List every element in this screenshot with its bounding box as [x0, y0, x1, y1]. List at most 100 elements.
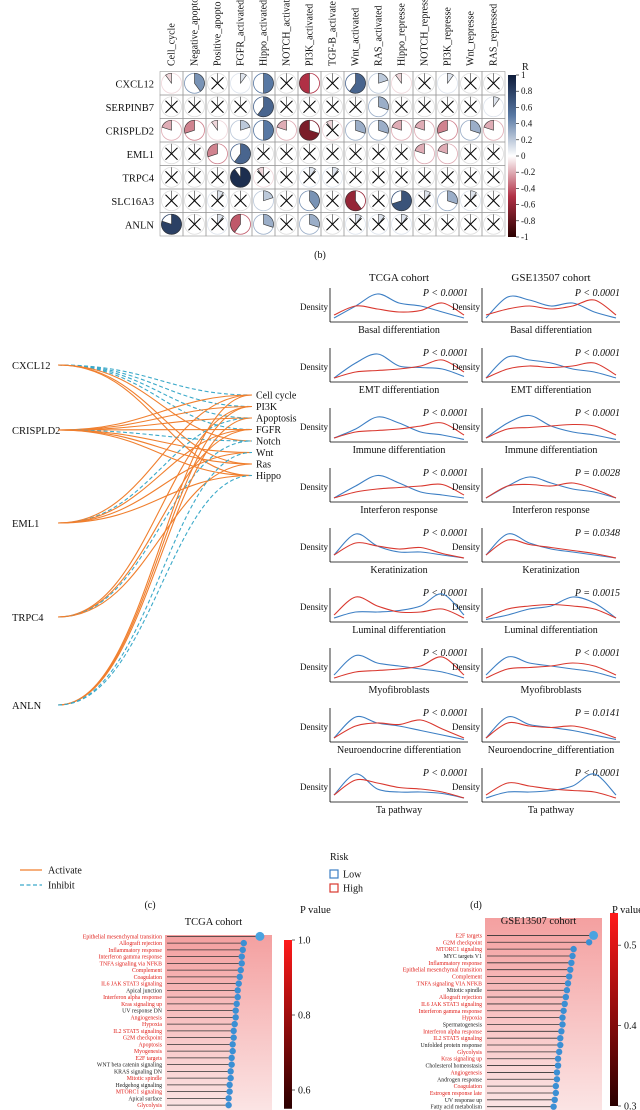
gene-label: CRISPLD2 [12, 426, 60, 437]
colorbar-tick-label: 0.8 [298, 1011, 311, 1022]
lollipop-dot [232, 1007, 239, 1014]
pie-sector [414, 119, 425, 131]
cross-mark [395, 100, 408, 114]
plot-label: Myofibroblasts [520, 685, 581, 696]
cross-mark [349, 217, 362, 231]
term-label: WNT beta catenin signaling [97, 1063, 162, 1069]
p-value: P = 0.0141 [574, 708, 620, 719]
cross-mark [395, 170, 408, 184]
edge [57, 394, 253, 706]
pie-sector [395, 72, 402, 85]
edge [57, 474, 253, 706]
row-label: CXCL12 [115, 79, 154, 90]
term-label: Allograft rejection [119, 940, 162, 947]
pie-sector [483, 119, 494, 131]
column-label: Hippo_represse [397, 3, 408, 66]
density-curve [333, 533, 465, 559]
cross-mark [188, 100, 201, 114]
y-axis-label: Density [300, 422, 328, 432]
cross-mark [487, 194, 500, 208]
pie-sector [211, 119, 218, 132]
term-label: Allograft rejection [439, 994, 482, 1001]
lollipop-dot [234, 993, 241, 1001]
pie-sector [194, 72, 205, 92]
cross-mark [303, 170, 316, 184]
pie-sector [299, 119, 320, 141]
cross-mark [280, 147, 293, 161]
pie-sector [447, 72, 454, 85]
pathway-label: Ras [256, 460, 271, 471]
cross-mark [280, 194, 293, 208]
panel-label: (c) [144, 900, 155, 911]
density-curve [485, 721, 617, 739]
lollipop-dot [553, 1069, 561, 1076]
y-axis-label: Density [300, 302, 328, 312]
pathway-label: PI3K [256, 402, 278, 413]
term-label: Mitotic spindle [127, 1076, 163, 1082]
density-curve [485, 423, 617, 439]
lollipop-dot [226, 1081, 233, 1089]
cross-mark [349, 100, 362, 114]
lollipop-dot [562, 993, 570, 1001]
pie-sector [263, 72, 274, 94]
colorbar-tick-label: 0.2 [521, 135, 532, 145]
p-value: P < 0.0001 [422, 348, 468, 359]
lollipop-dot [554, 1062, 562, 1069]
density-curve [333, 656, 465, 679]
plot-label: Neuroendocrine_differentiation [488, 745, 614, 756]
cross-mark [326, 217, 339, 231]
column-label: TGF-B_activate [328, 0, 339, 66]
density-curve [333, 483, 465, 499]
cross-mark [349, 170, 362, 184]
colorbar [284, 940, 292, 1109]
lollipop-dot [550, 1103, 557, 1110]
pie-sector [257, 166, 264, 179]
legend-label: High [343, 884, 363, 895]
p-value: P < 0.0001 [422, 408, 468, 419]
edge [57, 394, 253, 524]
lollipop-dot [237, 966, 244, 974]
pie-sector [240, 119, 251, 131]
edge [57, 451, 253, 706]
pie-sector [234, 143, 251, 164]
pie-sector [165, 72, 172, 85]
cohort-title: GSE13507 cohort [511, 272, 590, 284]
density-curve [333, 422, 465, 439]
lollipop-dot [230, 1027, 237, 1035]
plot-label: Basal differentiation [510, 325, 592, 336]
density-curve [485, 782, 617, 799]
pie-sector [276, 119, 287, 131]
cross-mark [372, 194, 385, 208]
cross-mark [487, 170, 500, 184]
cross-mark [188, 217, 201, 231]
panel-label: (d) [470, 900, 482, 911]
term-label: Kras signaling up [441, 1057, 482, 1063]
density-curve [485, 603, 617, 619]
pie-sector [437, 143, 448, 155]
cross-mark [280, 170, 293, 184]
cross-mark [395, 217, 408, 231]
pie-sector [309, 166, 316, 179]
lollipop-dot [238, 953, 245, 960]
lollipop-dot [228, 1054, 235, 1062]
lollipop-dot [225, 1101, 232, 1109]
term-label: MYC targets V1 [444, 954, 483, 960]
y-axis-label: Density [300, 722, 328, 732]
cross-mark [418, 194, 431, 208]
term-label: Interferon gamma response [99, 954, 163, 961]
term-label: Myogenesis [134, 1049, 163, 1055]
cross-mark [372, 170, 385, 184]
y-axis-label: Density [452, 602, 480, 612]
term-label: TNFA signaling via NFKB [99, 961, 162, 967]
term-label: Estrogen response late [430, 1091, 483, 1097]
plot-label: Ta pathway [376, 805, 422, 816]
term-label: IL6 JAK STAT3 signaling [101, 982, 162, 988]
pathway-label: Apoptosis [256, 414, 297, 425]
gene-label: CXCL12 [12, 361, 51, 372]
edge [57, 417, 253, 524]
pie-sector [161, 119, 172, 131]
cross-mark [188, 170, 201, 184]
pie-sector [161, 213, 182, 235]
density-curve [485, 773, 617, 799]
edge [57, 364, 253, 419]
